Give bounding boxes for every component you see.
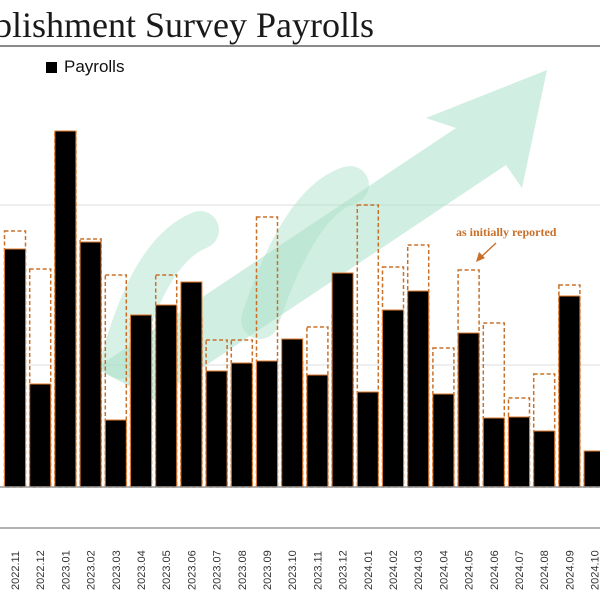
- x-tick-label: 2024.02: [388, 550, 400, 590]
- x-tick-label: 2022.12: [35, 550, 47, 590]
- x-tick-label: 2023.04: [136, 550, 148, 590]
- payroll-bar-2023.02: [79, 241, 102, 488]
- payroll-bar-2022.12: [29, 383, 52, 488]
- x-tick-label: 2023.12: [338, 550, 350, 590]
- title-rule: [0, 45, 600, 47]
- x-tick-label: 2024.10: [590, 550, 600, 590]
- payroll-bar-2024.01: [356, 391, 379, 488]
- x-tick-label: 2024.04: [438, 550, 450, 590]
- payroll-bar-2023.11: [306, 374, 329, 488]
- x-tick-label: 2023.06: [186, 550, 198, 590]
- legend: Payrolls: [46, 57, 124, 77]
- x-tick-label: 2023.01: [60, 550, 72, 590]
- payroll-bar-2024.08: [533, 430, 556, 488]
- x-tick-label: 2024.05: [464, 550, 476, 590]
- x-tick-label: 2024.09: [564, 550, 576, 590]
- payroll-bar-2023.05: [155, 304, 178, 488]
- x-tick-label: 2023.08: [237, 550, 249, 590]
- annotation-arrow-icon: [479, 242, 497, 259]
- annotation-arrowhead-icon: [476, 252, 485, 262]
- payroll-bar-2024.04: [432, 393, 455, 488]
- watermark-stroke-icon: [101, 211, 219, 379]
- x-tick-label: 2024.06: [489, 550, 501, 590]
- x-tick-labels: 2022.11 2022.12 2023.01 2023.02 2023.03 2023.…: [10, 550, 600, 590]
- payroll-bar-2024.06: [482, 417, 505, 488]
- x-tick-label: 2023.02: [86, 550, 98, 590]
- legend-label-payrolls: Payrolls: [64, 57, 125, 76]
- payroll-bar-2023.07: [205, 370, 228, 488]
- payroll-bar-2023.03: [104, 419, 127, 488]
- payroll-bar-2024.05: [457, 332, 480, 488]
- payroll-bar-2024.10: [583, 450, 600, 488]
- payrolls-series: [4, 130, 600, 488]
- payroll-bar-2023.09: [256, 360, 278, 488]
- x-tick-label: 2023.10: [287, 550, 299, 590]
- annotation-label: as initially reported: [456, 225, 557, 239]
- payroll-bar-2023.06: [180, 281, 203, 488]
- background-layer: [0, 70, 600, 400]
- annotation-group: as initially reported: [456, 225, 557, 262]
- legend-swatch: [46, 61, 57, 73]
- x-tick-label: 2024.01: [363, 550, 375, 590]
- x-tick-label: 2023.09: [262, 550, 274, 590]
- x-tick-label: 2024.08: [539, 550, 551, 590]
- payroll-bar-2022.11: [4, 248, 26, 488]
- trend-arrow-icon: [96, 70, 547, 400]
- x-tick-label: 2024.07: [514, 550, 526, 590]
- payroll-bar-2023.10: [281, 338, 304, 488]
- x-tick-label: 2023.07: [212, 550, 224, 590]
- payroll-bar-2023.04: [130, 314, 152, 488]
- x-tick-label: 2023.05: [161, 550, 173, 590]
- payroll-bar-2024.03: [407, 290, 430, 488]
- payroll-bar-2023.01: [54, 130, 77, 488]
- x-tick-label: 2023.03: [111, 550, 123, 590]
- payroll-bar-2023.12: [331, 272, 354, 488]
- payroll-bar-2024.07: [508, 416, 530, 488]
- x-tick-label: 2022.11: [10, 551, 22, 590]
- payroll-bar-2024.02: [382, 309, 404, 488]
- x-tick-label: 2023.11: [312, 551, 324, 590]
- x-tick-label: 2024.03: [413, 550, 425, 590]
- chart-title: blishment Survey Payrolls: [0, 5, 374, 45]
- payroll-bar-2024.09: [558, 295, 581, 488]
- watermark-stroke-icon: [241, 166, 369, 339]
- payroll-bar-2023.08: [230, 362, 253, 488]
